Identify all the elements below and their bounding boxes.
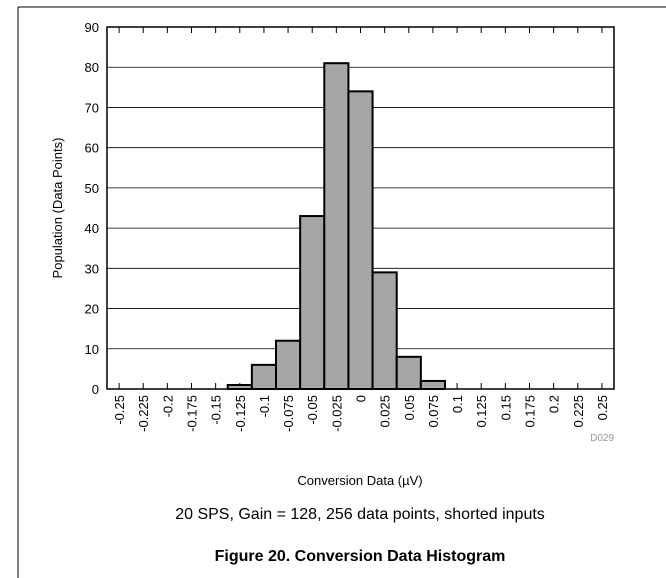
x-tick-label: -0.225 — [136, 395, 151, 432]
bar — [395, 355, 422, 391]
x-tick-label: -0.05 — [305, 395, 320, 425]
x-tick-label: 0.25 — [595, 395, 610, 420]
x-tick-label: 0.025 — [378, 395, 393, 428]
y-tick-label: 70 — [85, 100, 99, 115]
subtitle: 20 SPS, Gain = 128, 256 data points, sho… — [175, 506, 545, 523]
x-tick-label: -0.25 — [112, 395, 127, 425]
y-tick-label: 80 — [85, 60, 99, 75]
x-tick-label: 0.15 — [498, 395, 513, 420]
x-tick-label: 0 — [354, 395, 369, 402]
bar — [299, 215, 326, 390]
y-tick-label: 30 — [85, 261, 99, 276]
y-tick-label: 20 — [85, 302, 99, 317]
y-axis-label: Population (Data Points) — [50, 138, 65, 279]
figure-id: D029 — [590, 433, 614, 444]
x-tick-label: 0.2 — [547, 395, 562, 413]
x-tick-label: -0.025 — [329, 395, 344, 432]
x-tick-label: -0.075 — [281, 395, 296, 432]
y-tick-label: 10 — [85, 342, 99, 357]
bar — [323, 62, 350, 390]
y-tick-label: 50 — [85, 181, 99, 196]
x-tick-label: 0.225 — [571, 395, 586, 428]
bar — [371, 271, 398, 391]
x-tick-label: 0.05 — [402, 395, 417, 420]
y-tick-label: 0 — [92, 382, 99, 397]
x-tick-label: -0.2 — [160, 395, 175, 417]
x-axis-label: Conversion Data (µV) — [297, 473, 422, 488]
x-tick-label: -0.125 — [233, 395, 248, 432]
y-tick-label: 90 — [85, 20, 99, 35]
x-tick-label: 0.1 — [450, 395, 465, 413]
x-tick-label: -0.1 — [257, 395, 272, 417]
x-tick-label: 0.125 — [474, 395, 489, 428]
y-tick-label: 40 — [85, 221, 99, 236]
bar — [275, 339, 302, 391]
y-tick-label: 60 — [85, 141, 99, 156]
chart-title: Figure 20. Conversion Data Histogram — [215, 548, 506, 565]
bar — [250, 363, 278, 391]
x-tick-label: -0.15 — [209, 395, 224, 425]
x-tick-label: 0.175 — [523, 395, 538, 428]
plot-frame — [106, 26, 615, 390]
x-tick-label: 0.075 — [426, 395, 441, 428]
bar — [347, 90, 374, 390]
x-tick-label: -0.175 — [185, 395, 200, 432]
bar — [419, 379, 447, 391]
